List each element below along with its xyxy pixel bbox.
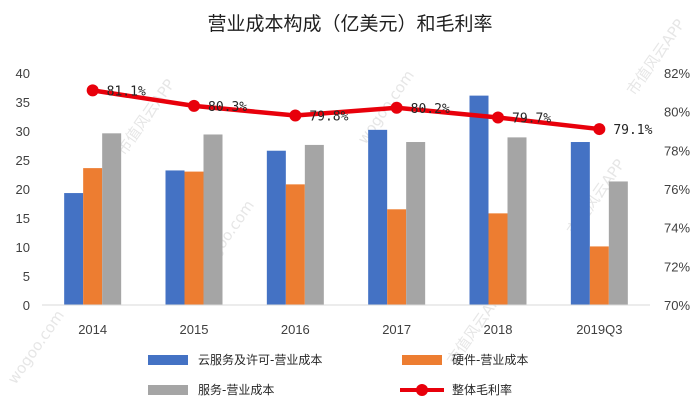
- bar-hardware-2015: [184, 171, 204, 305]
- x-category-label: 2017: [382, 322, 411, 337]
- bar-cloud-2017: [368, 129, 388, 305]
- left-y-tick-label: 35: [16, 95, 30, 110]
- margin-data-label: 80.3%: [208, 100, 247, 115]
- margin-point-2014: [86, 84, 99, 97]
- x-category-label: 2014: [78, 322, 107, 337]
- left-y-tick-label: 0: [23, 298, 30, 313]
- left-y-tick-label: 15: [16, 211, 30, 226]
- bar-hardware-2018: [488, 213, 508, 305]
- margin-line-group: 81.1% 80.3% 79.8% 80.2% 79.7% 79.1%: [86, 84, 653, 138]
- bar-cloud-2018: [469, 95, 489, 306]
- margin-data-label: 79.1%: [613, 123, 652, 138]
- left-y-tick-label: 30: [16, 124, 30, 139]
- left-y-tick-label: 10: [16, 240, 30, 255]
- margin-series-line: [92, 88, 600, 132]
- bar-cloud-2016: [266, 150, 286, 305]
- bar-services-2014: [102, 133, 122, 305]
- margin-data-label: 80.2%: [411, 102, 450, 117]
- x-category-label: 2016: [281, 322, 310, 337]
- legend-label: 云服务及许可-营业成本: [198, 352, 322, 367]
- margin-data-label: 79.7%: [512, 111, 551, 126]
- left-y-tick-label: 20: [16, 182, 30, 197]
- bar-cloud-2014: [64, 193, 84, 305]
- bar-services-2016: [304, 144, 324, 305]
- legend-swatch: [148, 355, 188, 365]
- right-y-tick-label: 70%: [664, 298, 690, 313]
- x-category-label: 2015: [180, 322, 209, 337]
- legend-swatch: [148, 385, 188, 395]
- bar-hardware-2016: [285, 184, 305, 305]
- chart-title: 营业成本构成（亿美元）和毛利率: [207, 13, 492, 35]
- left-y-tick-label: 25: [16, 153, 30, 168]
- bar-services-2019Q3: [608, 181, 628, 305]
- bar-series-group: [64, 95, 628, 306]
- x-category-label: 2019Q3: [576, 322, 622, 337]
- margin-point-2019Q3: [593, 123, 606, 136]
- left-y-tick-label: 40: [16, 66, 30, 81]
- bar-services-2017: [406, 142, 426, 305]
- margin-point-2018: [492, 111, 504, 124]
- legend-label: 硬件-营业成本: [452, 353, 528, 367]
- bar-hardware-2014: [83, 168, 103, 305]
- margin-data-label: 81.1%: [107, 84, 146, 99]
- margin-point-2017: [390, 101, 403, 114]
- margin-point-2016: [289, 109, 302, 122]
- left-y-axis: 0 5 10 15 20 25 30 35 40: [16, 66, 30, 313]
- right-y-tick-label: 76%: [664, 182, 690, 197]
- bar-hardware-2017: [387, 209, 407, 305]
- left-y-tick-label: 5: [23, 269, 30, 284]
- legend-label: 整体毛利率: [452, 382, 512, 397]
- right-y-tick-label: 74%: [664, 221, 690, 236]
- bar-cloud-2015: [165, 170, 185, 305]
- legend-swatch: [402, 355, 442, 365]
- bar-services-2015: [203, 134, 223, 305]
- watermark-text: 市值风云APP: [623, 16, 688, 99]
- x-category-label: 2018: [484, 322, 513, 337]
- right-y-tick-label: 82%: [664, 66, 690, 81]
- watermark-text: wogoo.com: [4, 307, 68, 388]
- right-y-axis: 70% 72% 74% 76% 78% 80% 82%: [664, 66, 690, 313]
- margin-data-label: 79.8%: [309, 110, 348, 125]
- legend-swatch-marker: [416, 384, 428, 396]
- bar-hardware-2019Q3: [589, 246, 609, 305]
- right-y-tick-label: 80%: [664, 105, 690, 120]
- bar-cloud-2019Q3: [570, 142, 590, 305]
- bar-services-2018: [507, 137, 527, 305]
- right-y-tick-label: 78%: [664, 143, 690, 158]
- x-axis: 2014 2015 2016 2017 2018 2019Q3: [42, 304, 650, 337]
- margin-point-2015: [188, 99, 200, 112]
- legend-label: 服务-营业成本: [198, 382, 274, 397]
- right-y-tick-label: 72%: [664, 259, 690, 274]
